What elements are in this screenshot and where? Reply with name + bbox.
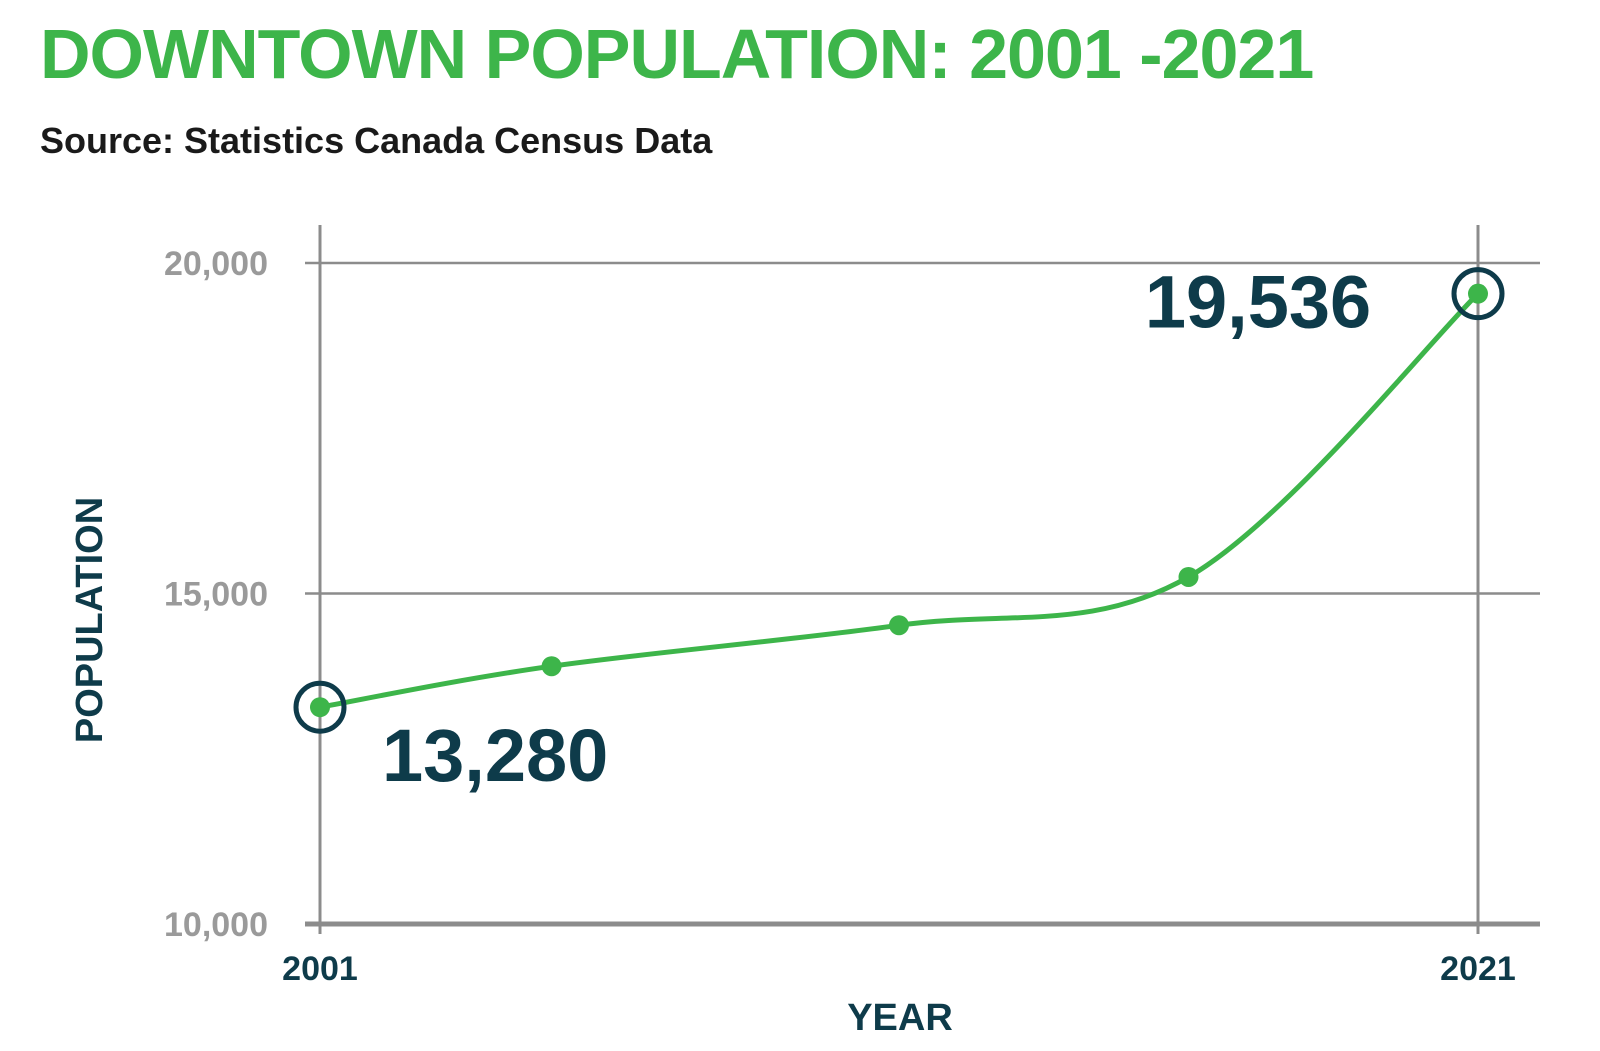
chart-title: DOWNTOWN POPULATION: 2001 -2021 [40, 15, 1314, 93]
data-point-2016 [1178, 566, 1199, 587]
data-point-2021 [1468, 283, 1488, 304]
series-line [317, 291, 1481, 710]
y-axis-label: POPULATION [69, 497, 111, 743]
x-tick-label-2001: 2001 [282, 950, 358, 988]
data-point-2005 [541, 656, 562, 677]
y-tick-label-1: 15,000 [164, 576, 268, 614]
gridlines [305, 261, 1540, 595]
data-point-2011 [889, 615, 909, 636]
highlight-ring-2021 [1451, 267, 1505, 321]
data-point-2001 [310, 697, 330, 718]
chart-subtitle: Source: Statistics Canada Census Data [40, 120, 713, 161]
value-callout-2001: 13,280 [382, 714, 608, 797]
y-tick-label-0: 10,000 [164, 906, 268, 944]
value-callout-2021: 19,536 [1145, 261, 1371, 344]
data-points [310, 283, 1488, 718]
x-axis-label: YEAR [847, 997, 953, 1039]
x-tick-label-2021: 2021 [1440, 950, 1516, 988]
y-tick-label-2: 20,000 [164, 245, 268, 283]
series-line-group [317, 291, 1481, 710]
callouts: 13,280 19,536 [293, 261, 1505, 797]
highlight-ring-2001 [293, 680, 347, 734]
axes [305, 225, 1540, 934]
tick-labels: 10,000 15,000 20,000 2001 2021 [164, 245, 1516, 988]
